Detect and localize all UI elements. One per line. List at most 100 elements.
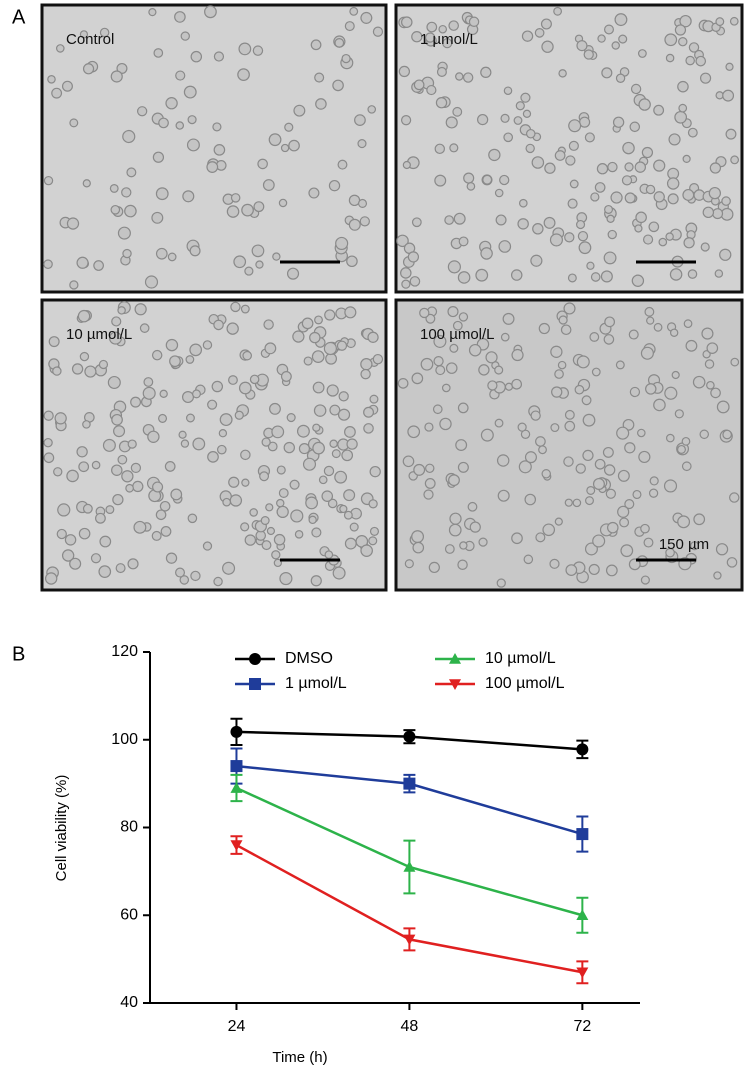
legend-marker (449, 679, 461, 690)
cell (645, 184, 656, 195)
cell (590, 272, 601, 282)
cell (468, 343, 482, 357)
cell (167, 252, 177, 262)
cell (518, 198, 528, 208)
cell (719, 248, 732, 261)
cell (82, 179, 91, 188)
cell (590, 192, 600, 202)
cell (676, 444, 686, 454)
cell (164, 461, 176, 472)
cell (407, 251, 420, 263)
cell (423, 489, 434, 500)
cell (354, 114, 366, 126)
cell (338, 391, 349, 402)
cell (130, 462, 142, 474)
cell (132, 480, 144, 493)
cell (233, 255, 247, 269)
cell (213, 576, 223, 587)
cell (488, 148, 501, 162)
x-tick-label: 48 (401, 1018, 419, 1035)
cell (434, 143, 446, 155)
cell (312, 381, 325, 394)
cell (44, 572, 58, 585)
cell (222, 497, 232, 507)
micrographs: Control 1 µmol/L 10 µmol/L 100 µmol/L 150 µm (40, 3, 744, 592)
legend-marker (249, 678, 261, 690)
cell (165, 552, 178, 564)
cell (142, 386, 156, 400)
cell (601, 67, 613, 79)
cell (619, 517, 630, 528)
cell (266, 526, 276, 536)
cell (56, 528, 67, 540)
cell (372, 26, 384, 37)
cell (658, 237, 668, 247)
cell (343, 489, 356, 502)
cell (314, 315, 323, 325)
cell (216, 444, 227, 455)
cell (550, 345, 563, 358)
cell (78, 527, 91, 540)
cell (624, 499, 635, 510)
cell (434, 174, 447, 187)
cell (704, 359, 715, 369)
cell (604, 316, 616, 328)
cell (487, 380, 498, 391)
cell (480, 247, 493, 260)
cell (730, 155, 740, 165)
cell (336, 340, 348, 351)
cell (467, 501, 478, 512)
cell (525, 128, 536, 139)
cell (204, 5, 217, 19)
cell (683, 237, 695, 249)
cell (98, 565, 112, 578)
cell (43, 175, 54, 186)
cell (577, 230, 589, 242)
cell (190, 50, 203, 63)
cell (397, 377, 409, 389)
cell (241, 203, 254, 217)
cell (261, 540, 272, 551)
cell (121, 187, 132, 198)
cell (459, 541, 468, 550)
cell (709, 162, 722, 174)
cell (207, 399, 218, 410)
cell (458, 236, 469, 247)
cell (144, 275, 159, 289)
cell (310, 575, 322, 587)
cell (445, 116, 458, 129)
cell (606, 214, 615, 223)
cell (241, 478, 250, 487)
cell (564, 409, 575, 420)
cell (677, 515, 691, 529)
panel-label: B (12, 643, 25, 665)
cell (560, 324, 572, 336)
cell (584, 132, 595, 143)
cell (653, 159, 666, 172)
cell (621, 175, 633, 186)
y-axis-title: Cell viability (%) (53, 775, 70, 882)
cell (343, 510, 353, 520)
cell (436, 66, 447, 77)
cell (688, 42, 700, 53)
cell (82, 420, 91, 429)
cell (444, 544, 455, 554)
cell (449, 343, 459, 353)
cell (638, 98, 651, 111)
cell (360, 358, 373, 371)
cell (253, 201, 265, 213)
cell (126, 167, 137, 178)
cell (262, 179, 275, 191)
cell (439, 417, 452, 431)
cell (180, 31, 190, 41)
cell (646, 316, 655, 325)
y-tick-label: 120 (111, 643, 138, 660)
cell (82, 63, 95, 75)
cell (190, 570, 201, 582)
x-tick-label: 24 (228, 1018, 246, 1035)
y-tick-label: 60 (120, 906, 138, 923)
cell (634, 161, 647, 173)
cell (79, 30, 89, 39)
cell (349, 6, 359, 16)
cell (346, 255, 358, 268)
